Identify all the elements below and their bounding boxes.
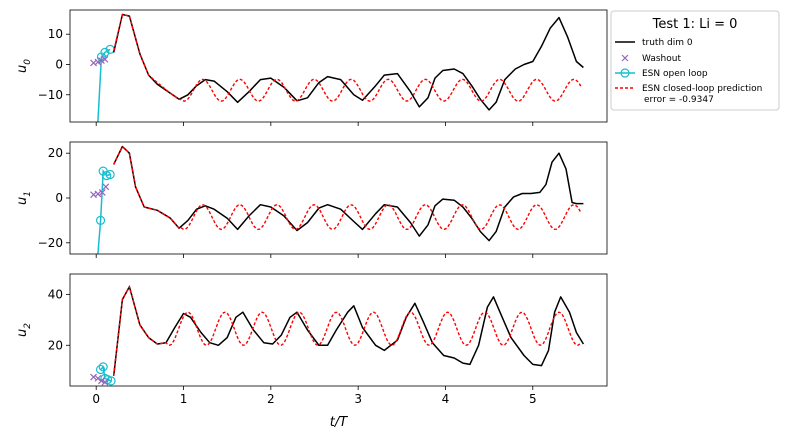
closed-loop-line: [113, 145, 582, 231]
legend-title: Test 1: Li = 0: [652, 17, 738, 32]
y-axis-label: u2: [15, 323, 33, 337]
y-tick-label: 40: [48, 287, 63, 301]
subplot-2: 20 40 0 1 2 3 4 5 u2: [15, 273, 608, 406]
x-axis-label: t/T: [330, 415, 348, 430]
y-tick-label: −10: [38, 88, 63, 102]
subplots: −10 0 10 u0 −20 0 20 u1 20 40 0 1 2 3 4 5 u2: [15, 9, 608, 406]
x-tick-label: 5: [529, 392, 537, 406]
legend-entry-2: ESN open loop: [615, 68, 708, 79]
x-tick-label: 1: [180, 392, 188, 406]
washout-marker: [90, 373, 97, 381]
legend-label: truth dim 0: [642, 38, 693, 48]
legend-handle: [620, 68, 630, 78]
y-axis-label: u0: [15, 59, 33, 73]
y-tick-label: 20: [48, 338, 63, 352]
x-tick-label: 2: [267, 392, 275, 406]
closed-loop-line: [113, 13, 582, 102]
x-tick-label: 0: [92, 392, 100, 406]
axes-frame: [69, 141, 608, 255]
y-axis-label: u1: [15, 191, 33, 205]
washout-marker: [102, 183, 110, 191]
washout-marker: [94, 190, 102, 198]
open-loop-line: [97, 169, 111, 254]
washout-marker: [101, 55, 109, 63]
legend-label: ESN open loop: [642, 69, 708, 79]
legend-frame: [610, 10, 780, 111]
y-tick-label: 0: [55, 57, 63, 71]
x-tick-label: 3: [354, 392, 362, 406]
open-loop-marker: [100, 47, 110, 57]
open-loop-marker: [95, 215, 106, 225]
x-tick-label: 4: [442, 392, 450, 406]
washout-marker: [94, 374, 102, 382]
legend-handle: [621, 54, 629, 62]
subplot-0: −10 0 10 u0: [15, 9, 608, 126]
y-tick-label: −20: [38, 236, 63, 250]
truth-line: [113, 145, 584, 242]
y-tick-label: 0: [55, 191, 63, 205]
open-loop-marker: [105, 169, 115, 180]
legend-label-2: error = -0.9347: [644, 95, 714, 105]
washout-marker: [101, 378, 109, 386]
washout-marker: [94, 58, 102, 66]
y-tick-label: 20: [48, 146, 63, 160]
closed-loop-line: [113, 284, 581, 376]
legend-label: ESN closed-loop prediction: [642, 84, 762, 94]
washout-marker: [98, 188, 106, 196]
truth-line: [112, 13, 584, 111]
legend-label: Washout: [642, 54, 681, 64]
axes-frame: [69, 9, 608, 123]
open-loop-marker: [95, 364, 106, 375]
open-loop-marker: [98, 362, 108, 372]
legend-entry-0: truth dim 0: [615, 38, 693, 48]
legend-entry-1: Washout: [621, 54, 681, 64]
truth-line: [112, 285, 585, 376]
subplot-1: −20 0 20 u1: [15, 141, 608, 258]
open-loop-line: [97, 48, 111, 122]
y-tick-label: 10: [48, 27, 63, 41]
axes-frame: [69, 273, 608, 387]
legend: Test 1: Li = 0 truth dim 0 Washout ESN open…: [610, 10, 780, 111]
